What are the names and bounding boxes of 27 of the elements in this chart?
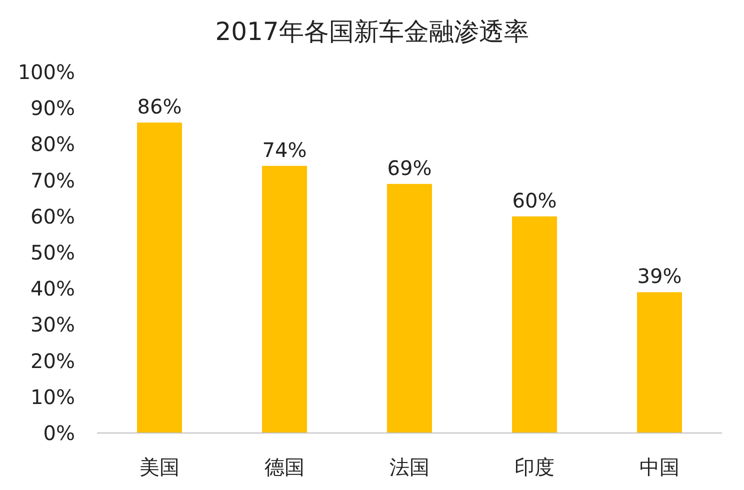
y-tick-label: 0% xyxy=(43,421,75,445)
data-label: 86% xyxy=(137,94,182,119)
y-tick-label: 10% xyxy=(30,384,75,409)
y-tick-label: 40% xyxy=(30,276,75,301)
y-tick-label: 70% xyxy=(30,168,75,192)
x-tick-label: 印度 xyxy=(514,455,554,479)
x-tick-label: 中国 xyxy=(640,455,680,479)
y-tick-label: 50% xyxy=(30,240,75,264)
data-label: 69% xyxy=(387,156,432,180)
y-tick-label: 60% xyxy=(30,204,75,228)
y-tick-label: 20% xyxy=(30,348,75,373)
y-tick-label: 30% xyxy=(30,312,75,337)
bar xyxy=(387,184,432,433)
data-label: 39% xyxy=(637,264,682,288)
x-tick-label: 美国 xyxy=(140,455,180,479)
chart-title: 2017年各国新车金融渗透率 xyxy=(215,17,529,46)
bar xyxy=(137,122,182,433)
bar xyxy=(637,292,682,433)
data-label: 60% xyxy=(512,188,557,212)
bar xyxy=(512,216,557,433)
x-tick-label: 德国 xyxy=(264,455,304,479)
bar xyxy=(262,166,307,433)
y-tick-label: 100% xyxy=(18,60,75,84)
y-tick-label: 90% xyxy=(30,96,75,120)
y-tick-label: 80% xyxy=(30,132,75,156)
data-label: 74% xyxy=(262,138,307,162)
x-tick-label: 法国 xyxy=(390,455,430,479)
